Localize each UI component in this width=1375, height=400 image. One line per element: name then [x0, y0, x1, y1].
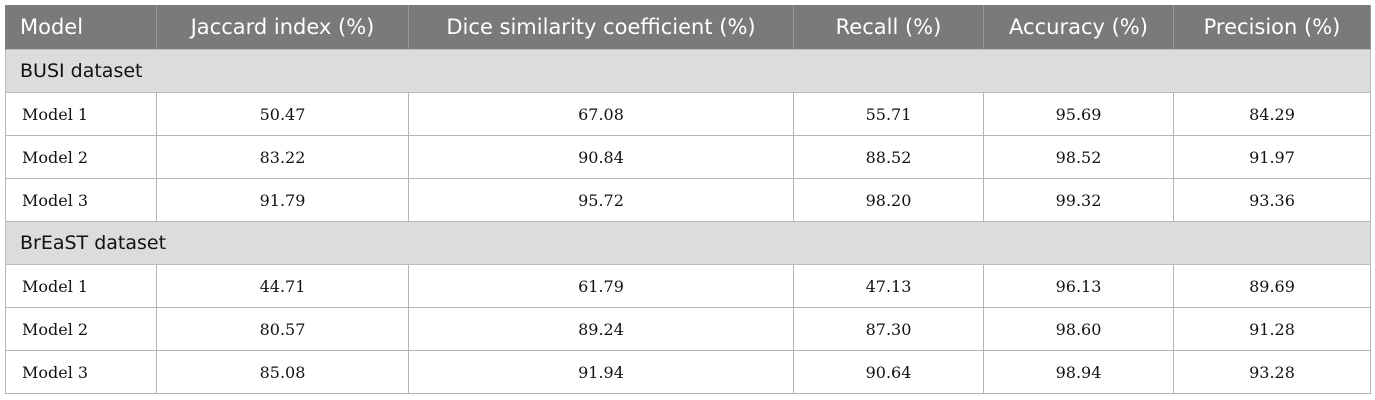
table-cell: 87.30 [793, 307, 984, 351]
table-row: Model 1 44.71 61.79 47.13 96.13 89.69 [5, 264, 1371, 308]
table-cell: 98.52 [983, 135, 1174, 179]
table-cell: 91.94 [408, 350, 794, 394]
table-row: Model 2 83.22 90.84 88.52 98.52 91.97 [5, 135, 1371, 179]
table-cell: 61.79 [408, 264, 794, 308]
table-cell: 96.13 [983, 264, 1174, 308]
table-cell: 91.97 [1173, 135, 1371, 179]
table-cell: Model 1 [5, 264, 157, 308]
table-cell: 67.08 [408, 92, 794, 136]
table-cell: 98.60 [983, 307, 1174, 351]
table-cell: 83.22 [156, 135, 409, 179]
header-row: Model Jaccard index (%) Dice similarity … [5, 5, 1371, 50]
results-table-container: Model Jaccard index (%) Dice similarity … [5, 5, 1371, 394]
header-recall: Recall (%) [793, 5, 984, 50]
header-precision: Precision (%) [1173, 5, 1371, 50]
table-cell: 98.20 [793, 178, 984, 222]
table-cell: 85.08 [156, 350, 409, 394]
header-dice: Dice similarity coefficient (%) [408, 5, 794, 50]
section-row-busi: BUSI dataset [5, 49, 1371, 93]
table-cell: Model 3 [5, 178, 157, 222]
table-cell: 89.69 [1173, 264, 1371, 308]
table-cell: 90.64 [793, 350, 984, 394]
table-cell: Model 3 [5, 350, 157, 394]
header-jaccard: Jaccard index (%) [156, 5, 409, 50]
table-cell: Model 1 [5, 92, 157, 136]
table-cell: 93.28 [1173, 350, 1371, 394]
table-cell: 47.13 [793, 264, 984, 308]
table-row: Model 1 50.47 67.08 55.71 95.69 84.29 [5, 92, 1371, 136]
results-table: Model Jaccard index (%) Dice similarity … [5, 5, 1371, 394]
table-cell: 80.57 [156, 307, 409, 351]
table-cell: 93.36 [1173, 178, 1371, 222]
table-cell: 98.94 [983, 350, 1174, 394]
table-cell: 91.79 [156, 178, 409, 222]
section-title: BrEaST dataset [5, 221, 1371, 265]
table-cell: 99.32 [983, 178, 1174, 222]
table-cell: 84.29 [1173, 92, 1371, 136]
table-cell: 95.72 [408, 178, 794, 222]
section-row-breast: BrEaST dataset [5, 221, 1371, 265]
table-cell: 91.28 [1173, 307, 1371, 351]
table-cell: Model 2 [5, 135, 157, 179]
table-cell: 88.52 [793, 135, 984, 179]
table-row: Model 3 85.08 91.94 90.64 98.94 93.28 [5, 350, 1371, 394]
table-cell: 89.24 [408, 307, 794, 351]
section-title: BUSI dataset [5, 49, 1371, 93]
table-row: Model 2 80.57 89.24 87.30 98.60 91.28 [5, 307, 1371, 351]
table-cell: 90.84 [408, 135, 794, 179]
table-cell: 50.47 [156, 92, 409, 136]
header-model: Model [5, 5, 157, 50]
table-row: Model 3 91.79 95.72 98.20 99.32 93.36 [5, 178, 1371, 222]
table-cell: Model 2 [5, 307, 157, 351]
table-cell: 95.69 [983, 92, 1174, 136]
table-cell: 55.71 [793, 92, 984, 136]
table-cell: 44.71 [156, 264, 409, 308]
header-accuracy: Accuracy (%) [983, 5, 1174, 50]
